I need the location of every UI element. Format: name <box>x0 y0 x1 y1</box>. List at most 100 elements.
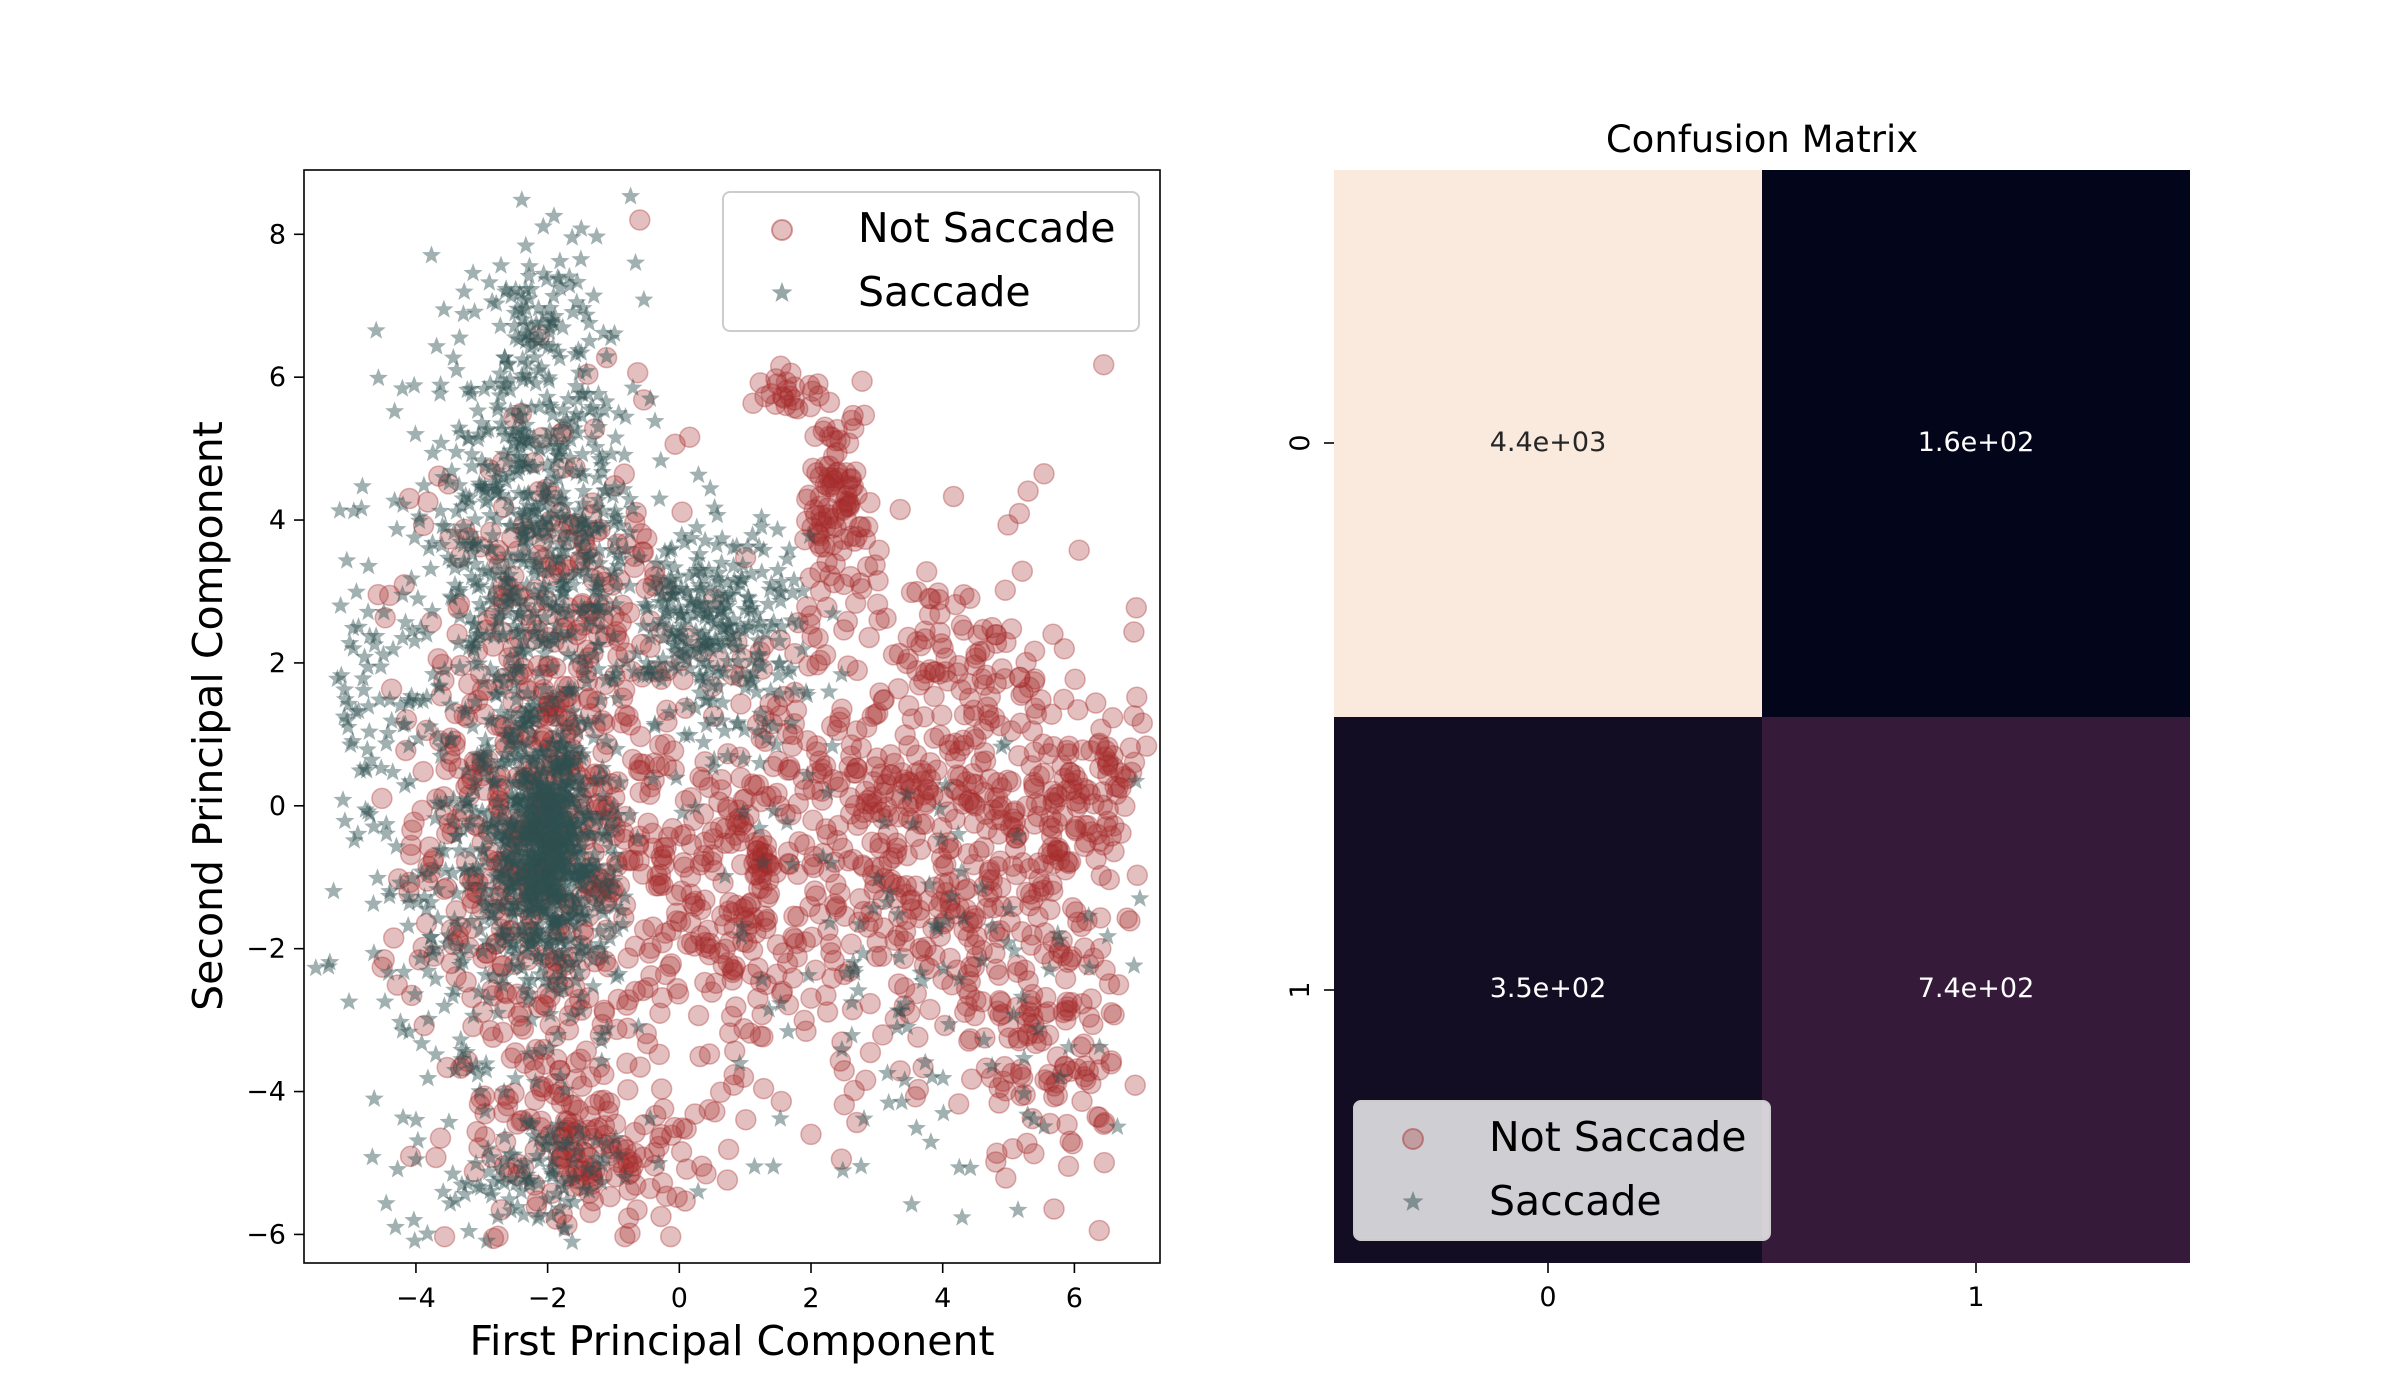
not-saccade-point <box>531 879 553 902</box>
not-saccade-point <box>560 1094 583 1116</box>
not-saccade-point <box>571 1075 593 1097</box>
not-saccade-point <box>544 923 566 946</box>
not-saccade-point <box>607 771 629 793</box>
not-saccade-point <box>491 905 514 928</box>
not-saccade-point <box>557 892 580 914</box>
not-saccade-point <box>576 670 599 692</box>
not-saccade-point <box>559 893 581 916</box>
not-saccade-point <box>528 324 551 346</box>
not-saccade-point <box>635 1022 658 1045</box>
not-saccade-point <box>988 964 1010 986</box>
not-saccade-point <box>990 795 1013 818</box>
y-tick-label: 0 <box>269 791 286 822</box>
not-saccade-point <box>593 571 616 594</box>
not-saccade-point <box>593 999 615 1022</box>
not-saccade-point <box>962 699 985 722</box>
not-saccade-point <box>786 398 809 420</box>
not-saccade-point <box>1124 1074 1146 1096</box>
not-saccade-point <box>575 1040 598 1062</box>
not-saccade-point <box>515 604 538 627</box>
not-saccade-point <box>569 552 591 574</box>
not-saccade-point <box>689 766 711 788</box>
not-saccade-point <box>487 796 510 819</box>
not-saccade-point <box>543 631 565 653</box>
not-saccade-point <box>504 1042 527 1064</box>
not-saccade-point <box>512 896 535 918</box>
not-saccade-point <box>518 680 540 702</box>
not-saccade-point <box>629 209 651 231</box>
y-tick-label: −2 <box>246 934 286 965</box>
heatmap-value-0-1: 1.6e+02 <box>1918 427 2035 458</box>
not-saccade-point <box>648 734 671 757</box>
not-saccade-point <box>577 873 599 896</box>
not-saccade-point <box>799 895 821 918</box>
not-saccade-point <box>492 593 515 615</box>
heatmap-ytick-label-0: 0 <box>1285 434 1316 451</box>
not-saccade-point <box>516 755 539 778</box>
not-saccade-point <box>548 919 570 942</box>
not-saccade-point <box>1085 692 1107 714</box>
not-saccade-point <box>811 758 833 780</box>
not-saccade-point <box>387 868 410 890</box>
scatter-plot-area <box>304 170 1160 1263</box>
not-saccade-point <box>794 931 817 953</box>
not-saccade-point <box>671 501 693 523</box>
not-saccade-point <box>610 611 632 634</box>
not-saccade-point <box>560 749 583 772</box>
not-saccade-point <box>544 657 567 679</box>
not-saccade-point <box>492 496 515 518</box>
not-saccade-point <box>592 741 614 764</box>
not-saccade-point <box>582 569 605 591</box>
not-saccade-point <box>544 950 567 972</box>
not-saccade-point <box>558 1004 581 1027</box>
not-saccade-point <box>579 881 602 903</box>
not-saccade-point <box>453 518 476 540</box>
not-saccade-point <box>457 773 479 795</box>
not-saccade-point <box>1080 988 1103 1010</box>
not-saccade-point <box>552 947 574 969</box>
not-saccade-point <box>594 799 617 821</box>
not-saccade-point <box>584 717 606 739</box>
not-saccade-point <box>573 532 596 555</box>
not-saccade-point <box>506 864 529 887</box>
not-saccade-point <box>1126 864 1149 887</box>
not-saccade-point <box>578 1146 601 1169</box>
not-saccade-point <box>614 704 636 726</box>
not-saccade-point <box>882 846 904 869</box>
not-saccade-point <box>541 755 563 777</box>
not-saccade-point <box>568 825 591 848</box>
not-saccade-point <box>488 789 511 812</box>
heatmap-ytick-label-1: 1 <box>1285 981 1316 998</box>
not-saccade-point <box>578 687 600 709</box>
not-saccade-point <box>415 719 438 742</box>
not-saccade-point <box>595 919 618 941</box>
not-saccade-point <box>538 695 561 718</box>
not-saccade-point <box>1004 811 1026 833</box>
not-saccade-point <box>935 853 957 876</box>
not-saccade-point <box>654 963 677 986</box>
not-saccade-point <box>592 594 615 616</box>
not-saccade-point <box>897 626 920 649</box>
not-saccade-point <box>577 600 599 623</box>
not-saccade-point <box>942 485 965 508</box>
not-saccade-point <box>674 789 697 812</box>
not-saccade-point <box>1059 999 1081 1022</box>
not-saccade-point <box>557 559 579 581</box>
not-saccade-point <box>583 842 605 864</box>
not-saccade-point <box>521 921 543 943</box>
legend-label-saccade: Saccade <box>1489 1177 1662 1225</box>
not-saccade-point <box>1073 835 1096 858</box>
not-saccade-point <box>448 546 471 569</box>
not-saccade-point <box>730 766 752 789</box>
not-saccade-point <box>725 996 747 1018</box>
not-saccade-point <box>514 767 537 789</box>
not-saccade-point <box>723 1040 746 1062</box>
not-saccade-point <box>398 881 420 903</box>
not-saccade-point <box>568 516 590 538</box>
not-saccade-point <box>419 861 442 884</box>
not-saccade-point <box>456 1050 479 1073</box>
not-saccade-point <box>833 619 855 641</box>
not-saccade-point <box>561 724 584 747</box>
not-saccade-point <box>430 685 453 707</box>
not-saccade-point <box>648 1043 671 1066</box>
